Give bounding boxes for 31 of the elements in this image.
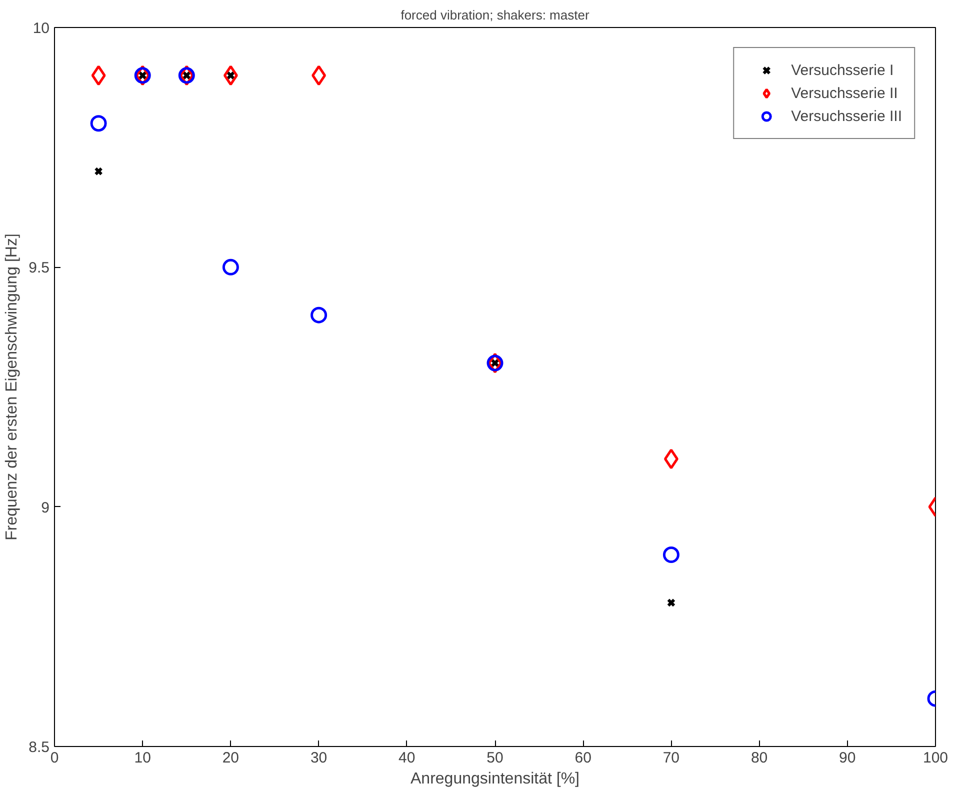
- point: [666, 598, 676, 608]
- point: [90, 115, 107, 132]
- x-tick-label: 90: [839, 750, 856, 766]
- x-tick-label: 80: [750, 750, 768, 766]
- x-tick-label: 0: [50, 750, 59, 766]
- y-tick-label: 9: [41, 499, 50, 516]
- x-tick-label: 30: [310, 750, 328, 766]
- x-tick-label: 50: [486, 750, 504, 766]
- point: [222, 258, 239, 276]
- point: [94, 166, 103, 176]
- point: [91, 65, 106, 86]
- x-tick-label: 20: [222, 750, 240, 766]
- point: [662, 546, 680, 564]
- chart-title: forced vibration; shakers: master: [400, 8, 590, 22]
- x-tick-label: 60: [574, 750, 592, 766]
- point: [312, 65, 326, 86]
- legend-label: Versuchsserie I: [791, 62, 894, 78]
- point: [223, 65, 238, 86]
- y-axis-title: Frequenz der ersten Eigenschwingung [Hz]: [4, 234, 21, 540]
- x-tick-label: 10: [134, 750, 151, 766]
- x-tick-label: 70: [662, 750, 680, 766]
- x-tick-label: 40: [398, 750, 416, 766]
- y-tick-label: 10: [32, 20, 50, 37]
- x-axis-title: Anregungsintensität [%]: [410, 770, 580, 788]
- legend-label: Versuchsserie II: [791, 84, 898, 102]
- x-tick-label: 100: [922, 750, 948, 766]
- y-tick-label: 9.5: [28, 260, 50, 277]
- point: [310, 306, 328, 324]
- y-tick-label: 8.5: [28, 739, 50, 756]
- point: [664, 448, 678, 470]
- legend-label: Versuchsserie III: [791, 108, 902, 124]
